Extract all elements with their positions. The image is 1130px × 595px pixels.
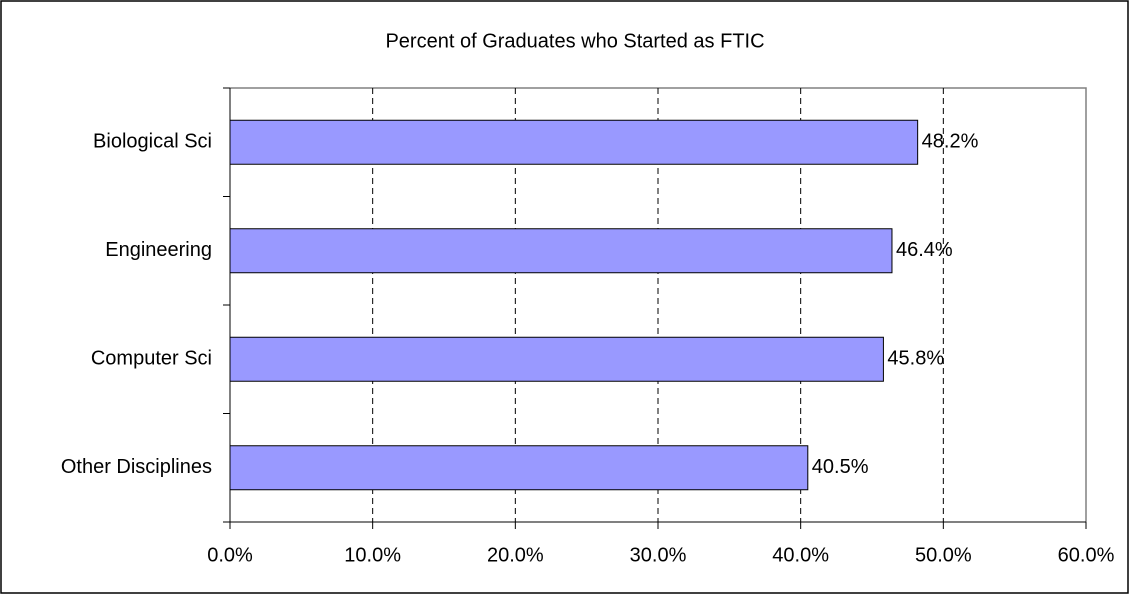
- data-label: 48.2%: [922, 131, 979, 153]
- chart-title: Percent of Graduates who Started as FTIC: [385, 30, 764, 52]
- data-label: 40.5%: [812, 456, 869, 478]
- y-tick-label: Engineering: [105, 239, 212, 261]
- x-tick-label: 10.0%: [344, 544, 401, 566]
- x-tick-label: 50.0%: [915, 544, 972, 566]
- bar: [229, 336, 884, 382]
- x-tick-label: 30.0%: [630, 544, 687, 566]
- bar: [229, 119, 919, 165]
- data-label: 46.4%: [896, 239, 953, 261]
- x-tick-label: 0.0%: [207, 544, 253, 566]
- bar: [229, 445, 809, 491]
- x-tick-label: 40.0%: [772, 544, 829, 566]
- y-tick-label: Other Disciplines: [61, 456, 212, 478]
- bar: [229, 228, 893, 274]
- y-tick-label: Computer Sci: [91, 348, 212, 370]
- y-tick-label: Biological Sci: [93, 131, 212, 153]
- x-tick-label: 20.0%: [487, 544, 544, 566]
- data-label: 45.8%: [887, 348, 944, 370]
- x-tick-label: 60.0%: [1058, 544, 1115, 566]
